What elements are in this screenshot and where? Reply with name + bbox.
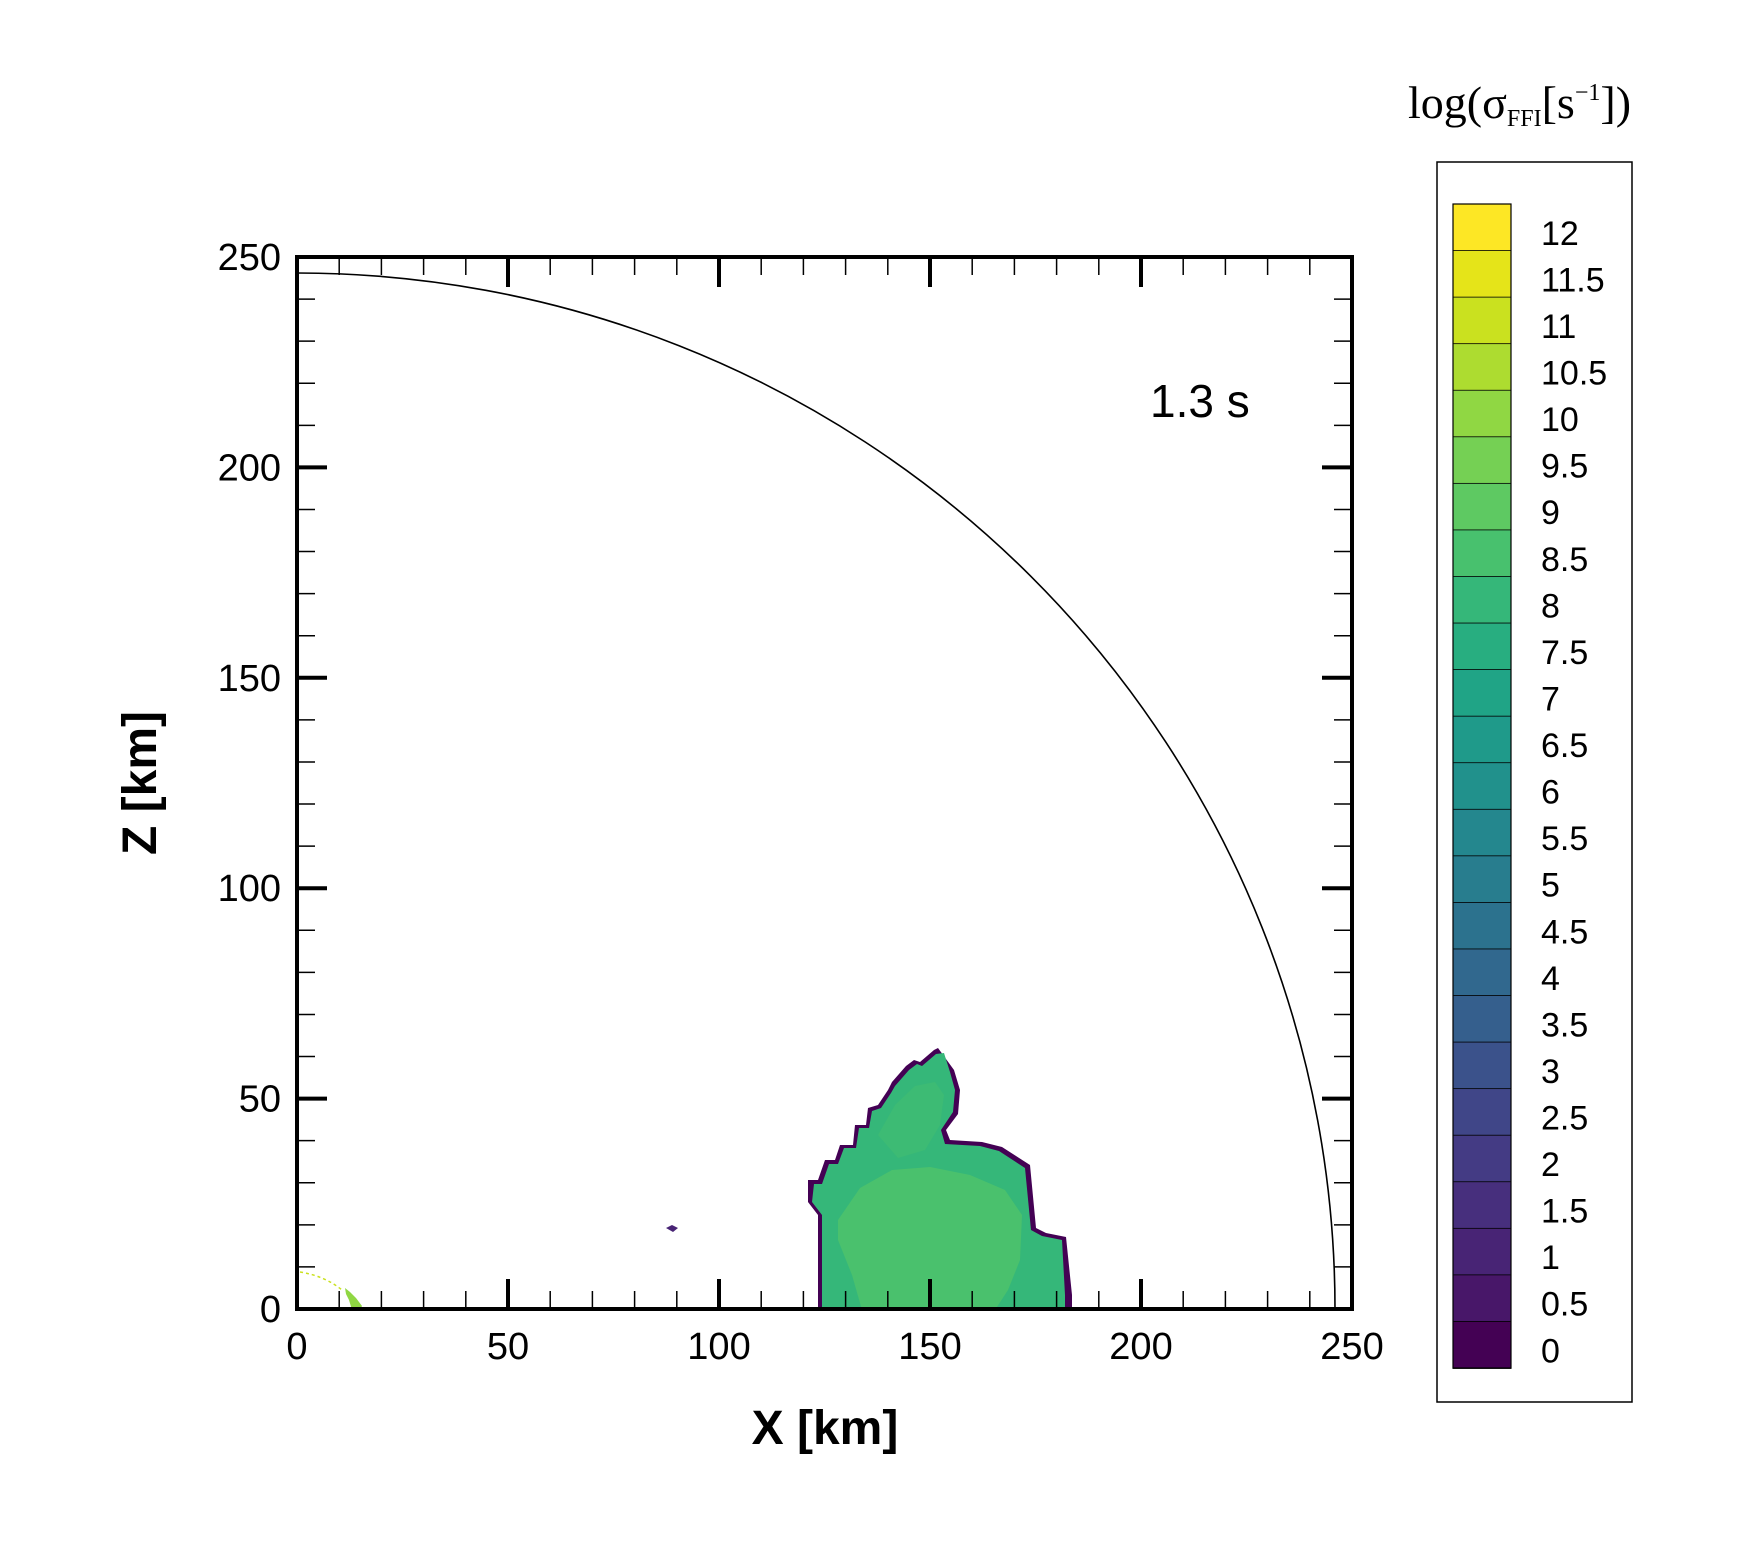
plot-area [297,272,1336,1309]
inner-blob [838,1167,1022,1309]
colorbar-band [1452,902,1512,950]
y-tick-label: 50 [239,1079,281,1121]
axis-ticks [295,255,1354,1311]
y-tick-label: 0 [260,1289,281,1331]
colorbar-band [1452,343,1512,392]
colorbar-band [1452,855,1512,904]
colorbar-level-label: 2 [1541,1146,1560,1184]
colorbar-band [1452,389,1512,438]
x-tick-label: 150 [898,1326,961,1368]
svg-text:log(σFFI[s−1]): log(σFFI[s−1]) [1408,77,1631,132]
colorbar-band [1452,1227,1512,1276]
origin-arc [299,1271,343,1291]
colorbar-level-label: 3.5 [1541,1006,1588,1044]
tiny-speck [666,1225,678,1232]
colorbar-labels: 1211.51110.5109.598.587.576.565.554.543.… [1541,215,1607,1370]
colorbar-band [1452,576,1512,624]
colorbar-level-label: 0 [1541,1332,1560,1370]
x-tick-label: 200 [1109,1326,1172,1368]
colorbar-band [1452,1088,1512,1137]
y-tick-label: 150 [218,658,281,700]
colorbar-level-label: 9.5 [1541,448,1588,486]
colorbar-level-label: 10 [1541,401,1579,439]
colorbar-title-close: ]) [1600,77,1631,128]
y-tick-label: 250 [218,237,281,279]
colorbar-level-label: 6 [1541,774,1560,812]
plot-frame [295,255,1354,1311]
shock-front [297,272,1336,1309]
colorbar-level-label: 5.5 [1541,820,1588,858]
colorbar-level-label: 0.5 [1541,1286,1588,1324]
colorbar-band [1452,762,1512,811]
colorbar-level-label: 1 [1541,1239,1560,1277]
x-tick-labels: 0 50 100 150 200 250 [286,1326,1383,1368]
colorbar-level-label: 4 [1541,960,1560,998]
colorbar-level-label: 5 [1541,867,1560,905]
inner-blob-upper [878,1082,944,1158]
colorbar-level-label: 10.5 [1541,355,1607,393]
colorbar-title-unit: [s [1542,77,1575,128]
colorbar-level-label: 11 [1541,308,1576,346]
colorbar-level-label: 6.5 [1541,727,1588,765]
colorbar-title-sub: FFI [1507,106,1542,132]
colorbar-title: log(σFFI[s−1]) [1408,77,1631,132]
colorbar-title-main: log(σ [1408,77,1507,128]
colorbar-outline [1452,203,1512,1369]
colorbar-level-label: 11.5 [1541,261,1605,299]
colorbar-band [1452,296,1512,345]
y-tick-labels: 0 50 100 150 200 250 [218,237,281,1331]
colorbar-band [1452,808,1512,857]
colorbar-band [1452,715,1512,764]
y-tick-label: 200 [218,447,281,489]
origin-streak [345,1288,362,1309]
colorbar-band [1452,948,1512,997]
colorbar-band [1452,1041,1512,1090]
time-annotation: 1.3 s [1150,375,1250,427]
y-tick-label: 100 [218,868,281,910]
colorbar-band [1452,203,1512,252]
colorbar-level-label: 1.5 [1541,1193,1588,1231]
colorbar-level-label: 2.5 [1541,1100,1588,1138]
colorbar-band [1452,1181,1512,1230]
colorbar-level-label: 7 [1541,680,1560,718]
colorbar-band [1452,1321,1512,1369]
colorbar-title-sup: −1 [1575,80,1601,106]
colorbar-band [1452,436,1512,485]
colorbar-level-label: 8 [1541,587,1560,625]
x-tick-label: 0 [286,1326,307,1368]
colorbar-band [1452,482,1512,531]
y-axis-title: Z [km] [114,711,167,855]
x-tick-label: 100 [687,1326,750,1368]
colorbar-band [1452,529,1512,578]
colorbar-band [1452,1274,1512,1323]
colorbar-level-label: 3 [1541,1053,1560,1091]
colorbar-level-label: 8.5 [1541,541,1588,579]
colorbar-level-label: 7.5 [1541,634,1588,672]
x-tick-label: 250 [1320,1326,1383,1368]
colorbar-band [1452,622,1512,671]
colorbar-level-label: 9 [1541,494,1560,532]
x-tick-label: 50 [487,1326,529,1368]
colorbar-band [1452,669,1512,718]
colorbar-band [1452,1134,1512,1183]
colorbar [1452,203,1512,1369]
colorbar-frame [1436,161,1633,1403]
colorbar-level-label: 4.5 [1541,913,1588,951]
x-axis-title: X [km] [752,1402,899,1455]
colorbar-band [1452,250,1512,299]
colorbar-band [1452,995,1512,1043]
colorbar-level-label: 12 [1541,215,1579,253]
